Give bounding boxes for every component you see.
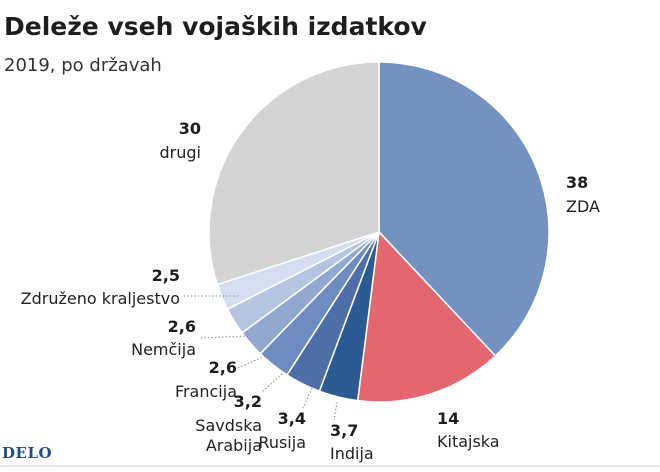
slice-name-label: Kitajska bbox=[437, 432, 500, 451]
leader-line bbox=[199, 335, 249, 339]
slice-name-label: Francija bbox=[175, 382, 237, 401]
slice-labels: 38 ZDA 14 Kitajska 3,7 Indija 3,4 Rusija 3,2 Savd… bbox=[21, 119, 600, 463]
leader-line bbox=[261, 373, 283, 393]
slice-name-label: Nemčija bbox=[131, 340, 196, 359]
leader-line bbox=[302, 387, 313, 409]
pie-slice-drugi bbox=[208, 61, 380, 286]
slice-name-label: Arabija bbox=[206, 436, 262, 455]
slice-value-label: 38 bbox=[566, 173, 588, 192]
slice-name-label: Savdska bbox=[195, 416, 262, 435]
pie-slices bbox=[208, 61, 550, 403]
leader-line bbox=[333, 401, 338, 421]
slice-name-label: drugi bbox=[160, 143, 201, 162]
slice-value-label: 3,7 bbox=[330, 421, 358, 440]
slice-name-label: Indija bbox=[330, 444, 374, 463]
slice-value-label: 2,5 bbox=[152, 266, 180, 285]
slice-value-label: 3,2 bbox=[234, 392, 262, 411]
pie-slice-zda bbox=[378, 61, 550, 357]
slice-value-label: 3,4 bbox=[278, 409, 306, 428]
delo-logo: DELO bbox=[2, 444, 52, 462]
chart-title: Deleže vseh vojaških izdatkov bbox=[4, 12, 427, 41]
slice-name-label: Združeno kraljestvo bbox=[21, 289, 180, 308]
leader-lines bbox=[184, 295, 338, 421]
slice-value-label: 30 bbox=[179, 119, 201, 138]
slice-name-label: Rusija bbox=[258, 433, 306, 452]
slice-name-label: ZDA bbox=[566, 197, 600, 216]
leader-line bbox=[237, 355, 266, 369]
slice-value-label: 2,6 bbox=[209, 358, 237, 377]
chart-subtitle: 2019, po državah bbox=[4, 55, 162, 76]
slice-value-label: 14 bbox=[437, 409, 459, 428]
pie-slice-kitajska bbox=[356, 230, 497, 403]
slice-value-label: 2,6 bbox=[168, 317, 196, 336]
